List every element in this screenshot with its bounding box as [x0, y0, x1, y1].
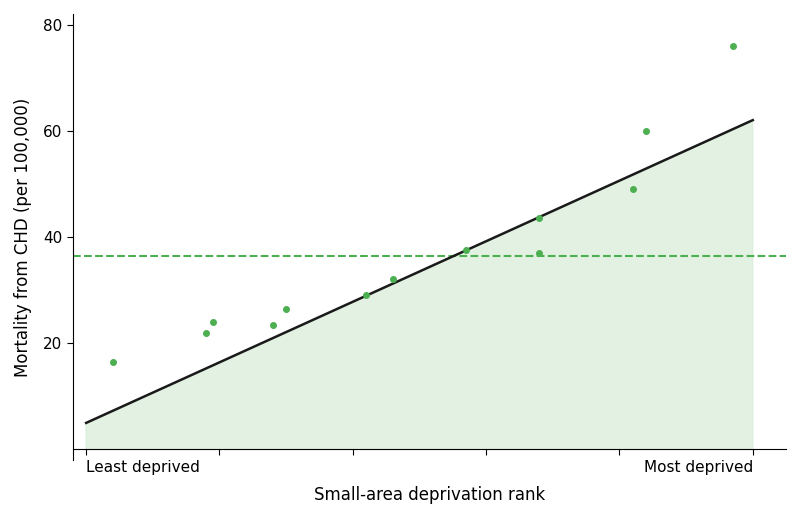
Point — [626, 185, 639, 194]
Y-axis label: Mortality from CHD (per 100,000): Mortality from CHD (per 100,000) — [14, 98, 32, 377]
Point — [533, 249, 546, 257]
X-axis label: Small-area deprivation rank: Small-area deprivation rank — [314, 486, 545, 504]
Point — [726, 42, 739, 50]
Polygon shape — [86, 120, 753, 449]
Point — [200, 329, 213, 337]
Point — [266, 321, 279, 329]
Point — [386, 276, 399, 284]
Point — [533, 214, 546, 223]
Point — [106, 358, 119, 366]
Point — [206, 318, 219, 326]
Point — [280, 305, 293, 313]
Point — [460, 246, 473, 254]
Point — [360, 291, 373, 299]
Point — [640, 127, 653, 135]
